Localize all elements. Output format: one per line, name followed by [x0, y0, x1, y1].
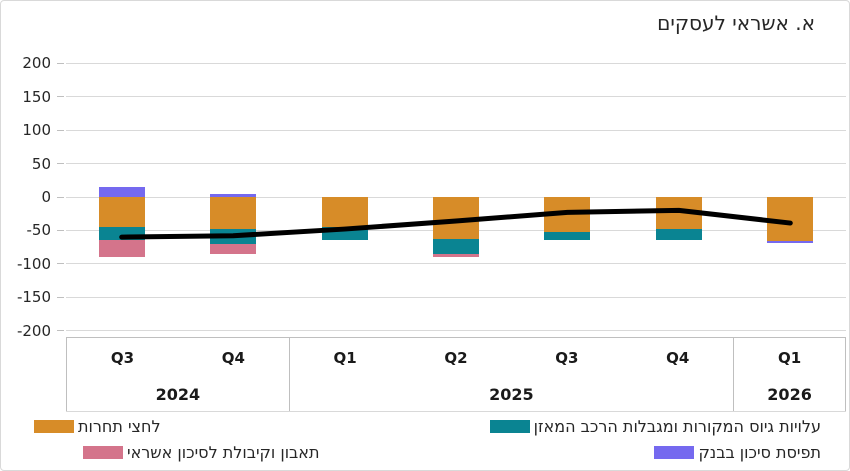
y-tick-mark [57, 263, 64, 265]
bar-segment [210, 193, 257, 197]
legend-item-bank-risk-perception: תפיסת סיכון בבנק [654, 442, 821, 462]
quarter-row: Q3 Q4 [67, 338, 289, 378]
x-axis-label-quarter: Q1 [777, 349, 802, 367]
legend-item-competition-pressures: לחצי תחרות [34, 416, 161, 436]
net-balance-line [119, 207, 793, 240]
y-tick-mark [57, 163, 64, 165]
x-axis-label-quarter: Q3 [110, 349, 135, 367]
bar-segment [98, 197, 145, 228]
bar-segment [433, 253, 479, 258]
y-tick-mark [57, 196, 64, 198]
y-tick-mark [57, 62, 64, 64]
y-axis-label: -100 [16, 254, 51, 273]
y-axis-label: -150 [16, 288, 51, 307]
bar-segment [544, 231, 591, 241]
bar-segment [98, 186, 145, 197]
year-group-2026: Q1 2026 [734, 338, 846, 411]
x-axis-label-quarter: Q4 [666, 349, 690, 367]
plot-area [66, 46, 846, 336]
y-tick-mark [57, 229, 64, 231]
legend-swatch-purple [654, 445, 695, 459]
y-axis-label: 200 [22, 54, 51, 73]
legend-item-risk-appetite: תאבון וקיבולת לסיכון אשראי [83, 442, 320, 462]
legend-label: תאבון וקיבולת לסיכון אשראי [127, 442, 320, 462]
y-tick-mark [57, 330, 64, 332]
legend-label: תפיסת סיכון בבנק [698, 442, 821, 462]
chart-title: א. אשראי לעסקים [657, 11, 815, 35]
gridline--150 [66, 296, 846, 298]
x-axis-label-quarter: Q1 [333, 349, 357, 367]
gridline-100 [66, 129, 846, 131]
gridline--100 [66, 263, 846, 265]
bar-segment [321, 197, 368, 228]
quarter-row: Q1 Q2 Q3 Q4 [290, 338, 733, 378]
y-tick-mark [57, 296, 64, 298]
x-axis-label-year: 2024 [155, 385, 201, 404]
y-axis-label: 150 [22, 87, 51, 106]
legend-item-funding-costs: עלויות גיוס המקורות ומגבלות הרכב המאזן [489, 416, 821, 436]
x-axis-label-year: 2026 [767, 385, 812, 404]
bar-segment [98, 240, 145, 258]
quarter-row: Q1 [734, 338, 845, 378]
gridline-150 [66, 96, 846, 98]
y-axis-label: 100 [22, 121, 51, 140]
bar-segment [210, 243, 257, 254]
x-axis: Q3 Q4 2024 Q1 Q2 Q3 Q4 2025 Q1 2026 [66, 337, 846, 412]
legend-swatch-teal [489, 419, 530, 433]
gridline--200 [66, 330, 846, 332]
bar-segment [433, 239, 479, 254]
gridline-50 [66, 163, 846, 165]
bar-segment [210, 197, 257, 230]
legend-label: עלויות גיוס המקורות ומגבלות הרכב המאזן [533, 416, 821, 436]
y-tick-mark [57, 96, 64, 98]
y-tick-mark [57, 129, 64, 131]
y-axis-label: 50 [31, 154, 51, 173]
year-group-2024: Q3 Q4 2024 [66, 338, 290, 411]
legend-label: לחצי תחרות [78, 416, 161, 436]
bar-segment [655, 229, 702, 241]
year-group-2025: Q1 Q2 Q3 Q4 2025 [290, 338, 735, 411]
bar-segment [767, 241, 814, 244]
x-axis-label-quarter: Q4 [221, 349, 245, 367]
y-axis-label: 0 [41, 188, 51, 206]
gridline-200 [66, 62, 846, 64]
legend-swatch-orange [34, 419, 74, 433]
legend-swatch-pink [83, 445, 123, 459]
y-axis-label: -200 [16, 321, 51, 340]
x-axis-label-year: 2025 [489, 385, 534, 404]
y-axis-label: -50 [26, 221, 52, 240]
x-axis-label-quarter: Q3 [555, 349, 579, 367]
x-axis-label-quarter: Q2 [444, 349, 468, 367]
